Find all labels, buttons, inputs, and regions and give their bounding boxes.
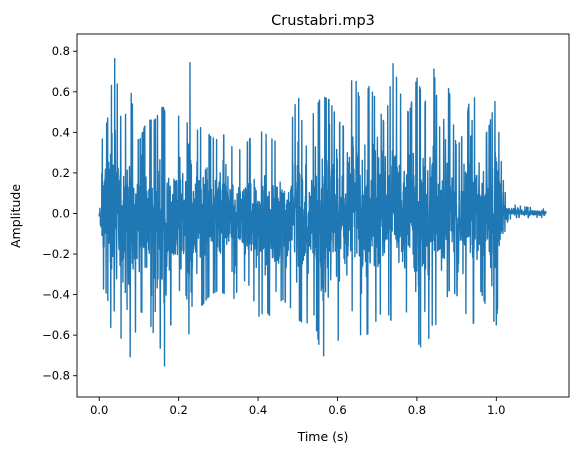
x-tick-label: 0.2: [170, 403, 188, 417]
x-tick-label: 1.0: [487, 403, 505, 417]
y-tick-label: 0.6: [52, 85, 70, 99]
y-axis-label: Amplitude: [8, 184, 23, 248]
x-axis-label: Time (s): [297, 429, 349, 444]
x-tick-label: 0.8: [408, 403, 426, 417]
x-tick-label: 0.6: [328, 403, 346, 417]
plot-area: [76, 33, 570, 398]
y-axis: −0.8 −0.6 −0.4 −0.2 0.0 0.2 0.4 0.6 0.8: [42, 44, 77, 383]
axes-frame: [76, 33, 570, 398]
y-tick-label: −0.2: [42, 247, 70, 261]
waveform-line: [98, 58, 547, 367]
y-tick-label: 0.8: [52, 44, 70, 58]
x-tick-label: 0.4: [249, 403, 267, 417]
y-tick-label: 0.0: [52, 206, 70, 220]
y-tick-label: 0.2: [52, 166, 70, 180]
y-tick-label: −0.6: [42, 328, 70, 342]
x-tick-label: 0.0: [90, 403, 108, 417]
y-tick-label: 0.4: [52, 125, 70, 139]
y-tick-label: −0.4: [42, 288, 70, 302]
chart-title: Crustabri.mp3: [271, 13, 375, 29]
series-layer: [98, 58, 547, 367]
y-tick-label: −0.8: [42, 369, 70, 383]
x-axis: 0.0 0.2 0.4 0.6 0.8 1.0: [90, 397, 505, 417]
